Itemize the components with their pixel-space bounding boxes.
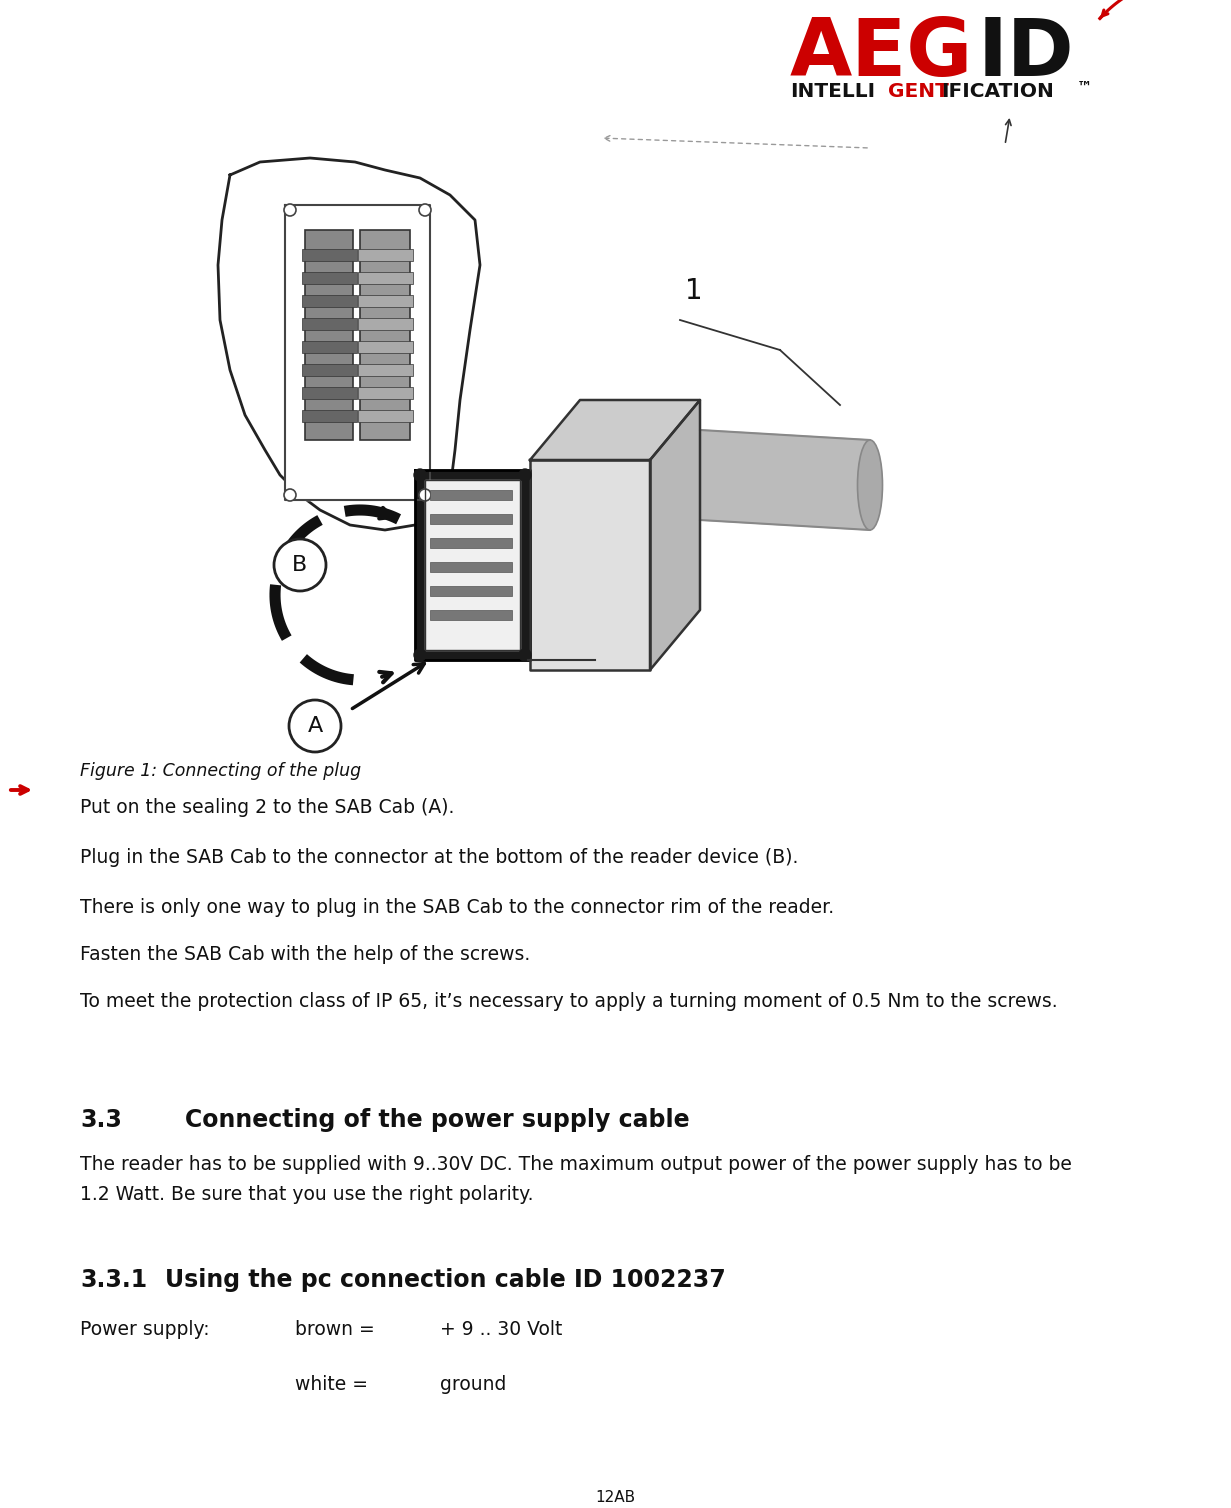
Text: white =: white = [295,1375,368,1393]
Ellipse shape [858,440,883,529]
Bar [358,296,412,308]
Text: Fasten the SAB Cab with the help of the screws.: Fasten the SAB Cab with the help of the … [80,946,531,964]
Text: Put on the sealing 2 to the SAB Cab (A).: Put on the sealing 2 to the SAB Cab (A). [80,798,454,817]
Polygon shape [286,205,430,501]
Bar [358,318,412,330]
Bar [302,388,357,400]
Circle shape [284,204,295,216]
Bar [358,341,412,353]
Text: 3.3: 3.3 [80,1108,122,1133]
Bar [302,318,357,330]
Text: INTELLI: INTELLI [790,81,875,101]
Bar [430,611,512,620]
Bar [358,249,412,261]
Circle shape [519,648,531,661]
Bar [430,490,512,501]
Circle shape [284,489,295,501]
Bar [430,538,512,547]
Text: Connecting of the power supply cable: Connecting of the power supply cable [185,1108,689,1133]
Text: 2: 2 [599,645,618,674]
Circle shape [519,469,531,481]
Bar [302,341,357,353]
Text: + 9 .. 30 Volt: + 9 .. 30 Volt [439,1320,563,1339]
Text: B: B [293,555,308,575]
Polygon shape [700,430,870,529]
Text: AEG: AEG [790,15,974,93]
Text: IFICATION: IFICATION [940,81,1054,101]
Circle shape [414,469,426,481]
Polygon shape [531,400,700,460]
Text: ID: ID [977,15,1075,93]
Circle shape [289,700,341,752]
Text: 12AB: 12AB [595,1490,635,1505]
Bar [302,271,357,284]
Polygon shape [425,480,519,650]
Text: brown =: brown = [295,1320,374,1339]
Text: ™: ™ [1077,80,1092,95]
Bar [359,231,410,440]
Bar [305,231,353,440]
Text: GENT: GENT [888,81,949,101]
Polygon shape [531,460,650,670]
Polygon shape [218,158,480,529]
Text: The reader has to be supplied with 9..30V DC. The maximum output power of the po: The reader has to be supplied with 9..30… [80,1155,1072,1175]
Bar [302,249,357,261]
Bar [430,514,512,523]
Text: ground: ground [439,1375,506,1393]
Bar [358,388,412,400]
Text: Figure 1: Connecting of the plug: Figure 1: Connecting of the plug [80,762,361,780]
Text: A: A [308,716,323,736]
Circle shape [419,489,431,501]
Polygon shape [650,400,700,670]
Bar [302,296,357,308]
Bar [358,410,412,422]
Text: Power supply:: Power supply: [80,1320,209,1339]
Bar [358,363,412,375]
Circle shape [275,538,326,591]
Text: There is only one way to plug in the SAB Cab to the connector rim of the reader.: There is only one way to plug in the SAB… [80,897,835,917]
Circle shape [419,204,431,216]
Bar [302,410,357,422]
Bar [430,562,512,572]
Circle shape [414,648,426,661]
Text: 3.3.1: 3.3.1 [80,1268,148,1292]
Bar [358,271,412,284]
Text: To meet the protection class of IP 65, it’s necessary to apply a turning moment : To meet the protection class of IP 65, i… [80,992,1057,1010]
Polygon shape [415,470,531,661]
Bar [430,587,512,596]
Text: 1.2 Watt. Be sure that you use the right polarity.: 1.2 Watt. Be sure that you use the right… [80,1185,533,1203]
Text: 1: 1 [684,277,703,305]
Bar [302,363,357,375]
Text: Using the pc connection cable ID 1002237: Using the pc connection cable ID 1002237 [165,1268,726,1292]
Text: Plug in the SAB Cab to the connector at the bottom of the reader device (B).: Plug in the SAB Cab to the connector at … [80,847,799,867]
